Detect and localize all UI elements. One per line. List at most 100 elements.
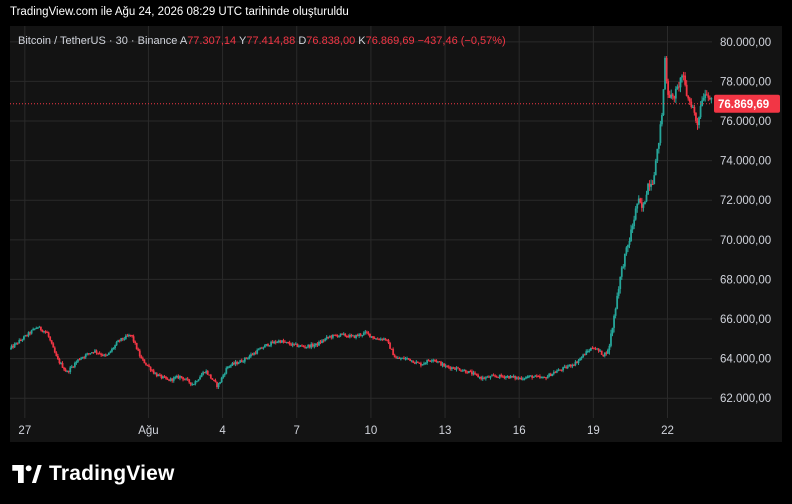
candle-body [668,94,671,98]
candle-body [13,343,16,348]
candle-body [585,351,588,355]
candle-body [220,377,223,383]
candle-body [84,354,87,358]
tradingview-logo-icon [12,465,42,483]
last-price-label: 76.869,69 [718,99,769,111]
candle-body [69,367,72,373]
candle-body [87,353,90,355]
candle-body [688,98,691,102]
candle-body [46,332,48,334]
candle-body [35,328,38,330]
candle-body [628,241,631,245]
candle-body [483,377,486,379]
candle-body [362,332,365,335]
candle-body [540,377,543,379]
candle-body [333,334,336,336]
candle-body [240,360,243,363]
candle-body [651,184,654,186]
candle-body [67,371,70,373]
candle-body [23,336,25,340]
candle-body [555,371,558,373]
candle-body [610,333,612,346]
candle-body [64,369,67,372]
candle-body [12,345,14,348]
candle-body [600,350,603,355]
candle-body [117,340,120,343]
candle-body [512,376,515,378]
candle-body [579,358,581,361]
candle-body [355,335,357,338]
candle-body [245,357,248,359]
candle-body [369,333,371,337]
candle-body [115,342,118,346]
candle-body [310,343,313,348]
candle-body [350,334,353,336]
chart-panel[interactable]: 27 Ağu 4 7 10 13 16 19 22 62.000,00 64.000,00 66.0… [10,26,782,442]
candle-body [352,335,354,337]
candle-body [293,343,296,345]
candle-body [696,120,699,126]
candle-body [622,266,625,268]
y-axis[interactable]: 62.000,00 64.000,00 66.000,00 68.000,00 70.0… [720,37,771,405]
candle-body [500,374,503,377]
candle-body [427,360,430,362]
candle-body [50,340,53,344]
candle-body [192,384,195,386]
candles [10,56,713,389]
candle-body [330,336,333,338]
candle-body [271,341,274,344]
candle-body [551,373,554,376]
x-tick-label: Ağu [138,425,158,437]
candle-body [534,375,537,377]
candle-body [47,332,50,337]
candle-body [421,364,424,366]
candle-body [162,376,164,379]
candle-body [698,117,700,126]
tradingview-brand: TradingView [12,462,175,486]
candle-body [559,369,561,371]
candle-body [518,377,521,379]
candle-body [684,75,687,85]
price-chart[interactable]: 27 Ağu 4 7 10 13 16 19 22 62.000,00 64.000,00 66.0… [10,26,782,442]
candle-body [236,361,238,364]
candle-body [430,360,433,362]
candle-body [274,341,277,343]
candle-body [38,326,41,328]
candle-body [211,378,214,380]
candle-body [313,345,316,347]
candle-body [308,344,311,348]
candle-body [557,369,560,372]
x-tick-label: 4 [219,425,226,437]
candle-body [580,357,583,359]
candle-body [29,332,31,334]
y-tick-label: 66.000,00 [720,314,771,326]
candle-body [75,361,78,363]
candle-body [625,247,628,254]
candle-body [322,340,325,342]
candle-body [209,374,212,379]
candle-body [656,148,659,161]
candle-body [259,347,262,350]
candle-body [314,343,317,346]
candle-body [535,375,538,377]
candle-body [657,142,660,149]
candle-body [511,375,513,377]
candle-body [101,354,104,356]
y-tick-label: 80.000,00 [720,37,771,49]
candle-body [134,341,137,343]
candle-body [166,378,169,380]
candle-body [480,376,483,380]
symbol-name[interactable]: Bitcoin / TetherUS · 30 · Binance [18,35,178,47]
candle-body [616,295,619,309]
candle-body [681,75,683,78]
candle-body [566,366,569,369]
candle-body [183,379,186,381]
candle-body [129,334,132,336]
candle-body [39,326,42,330]
candle-body [19,340,22,342]
candle-body [194,381,197,385]
candle-body [311,343,314,347]
candle-body [336,335,339,337]
candle-body [177,375,180,379]
candle-body [52,343,55,348]
